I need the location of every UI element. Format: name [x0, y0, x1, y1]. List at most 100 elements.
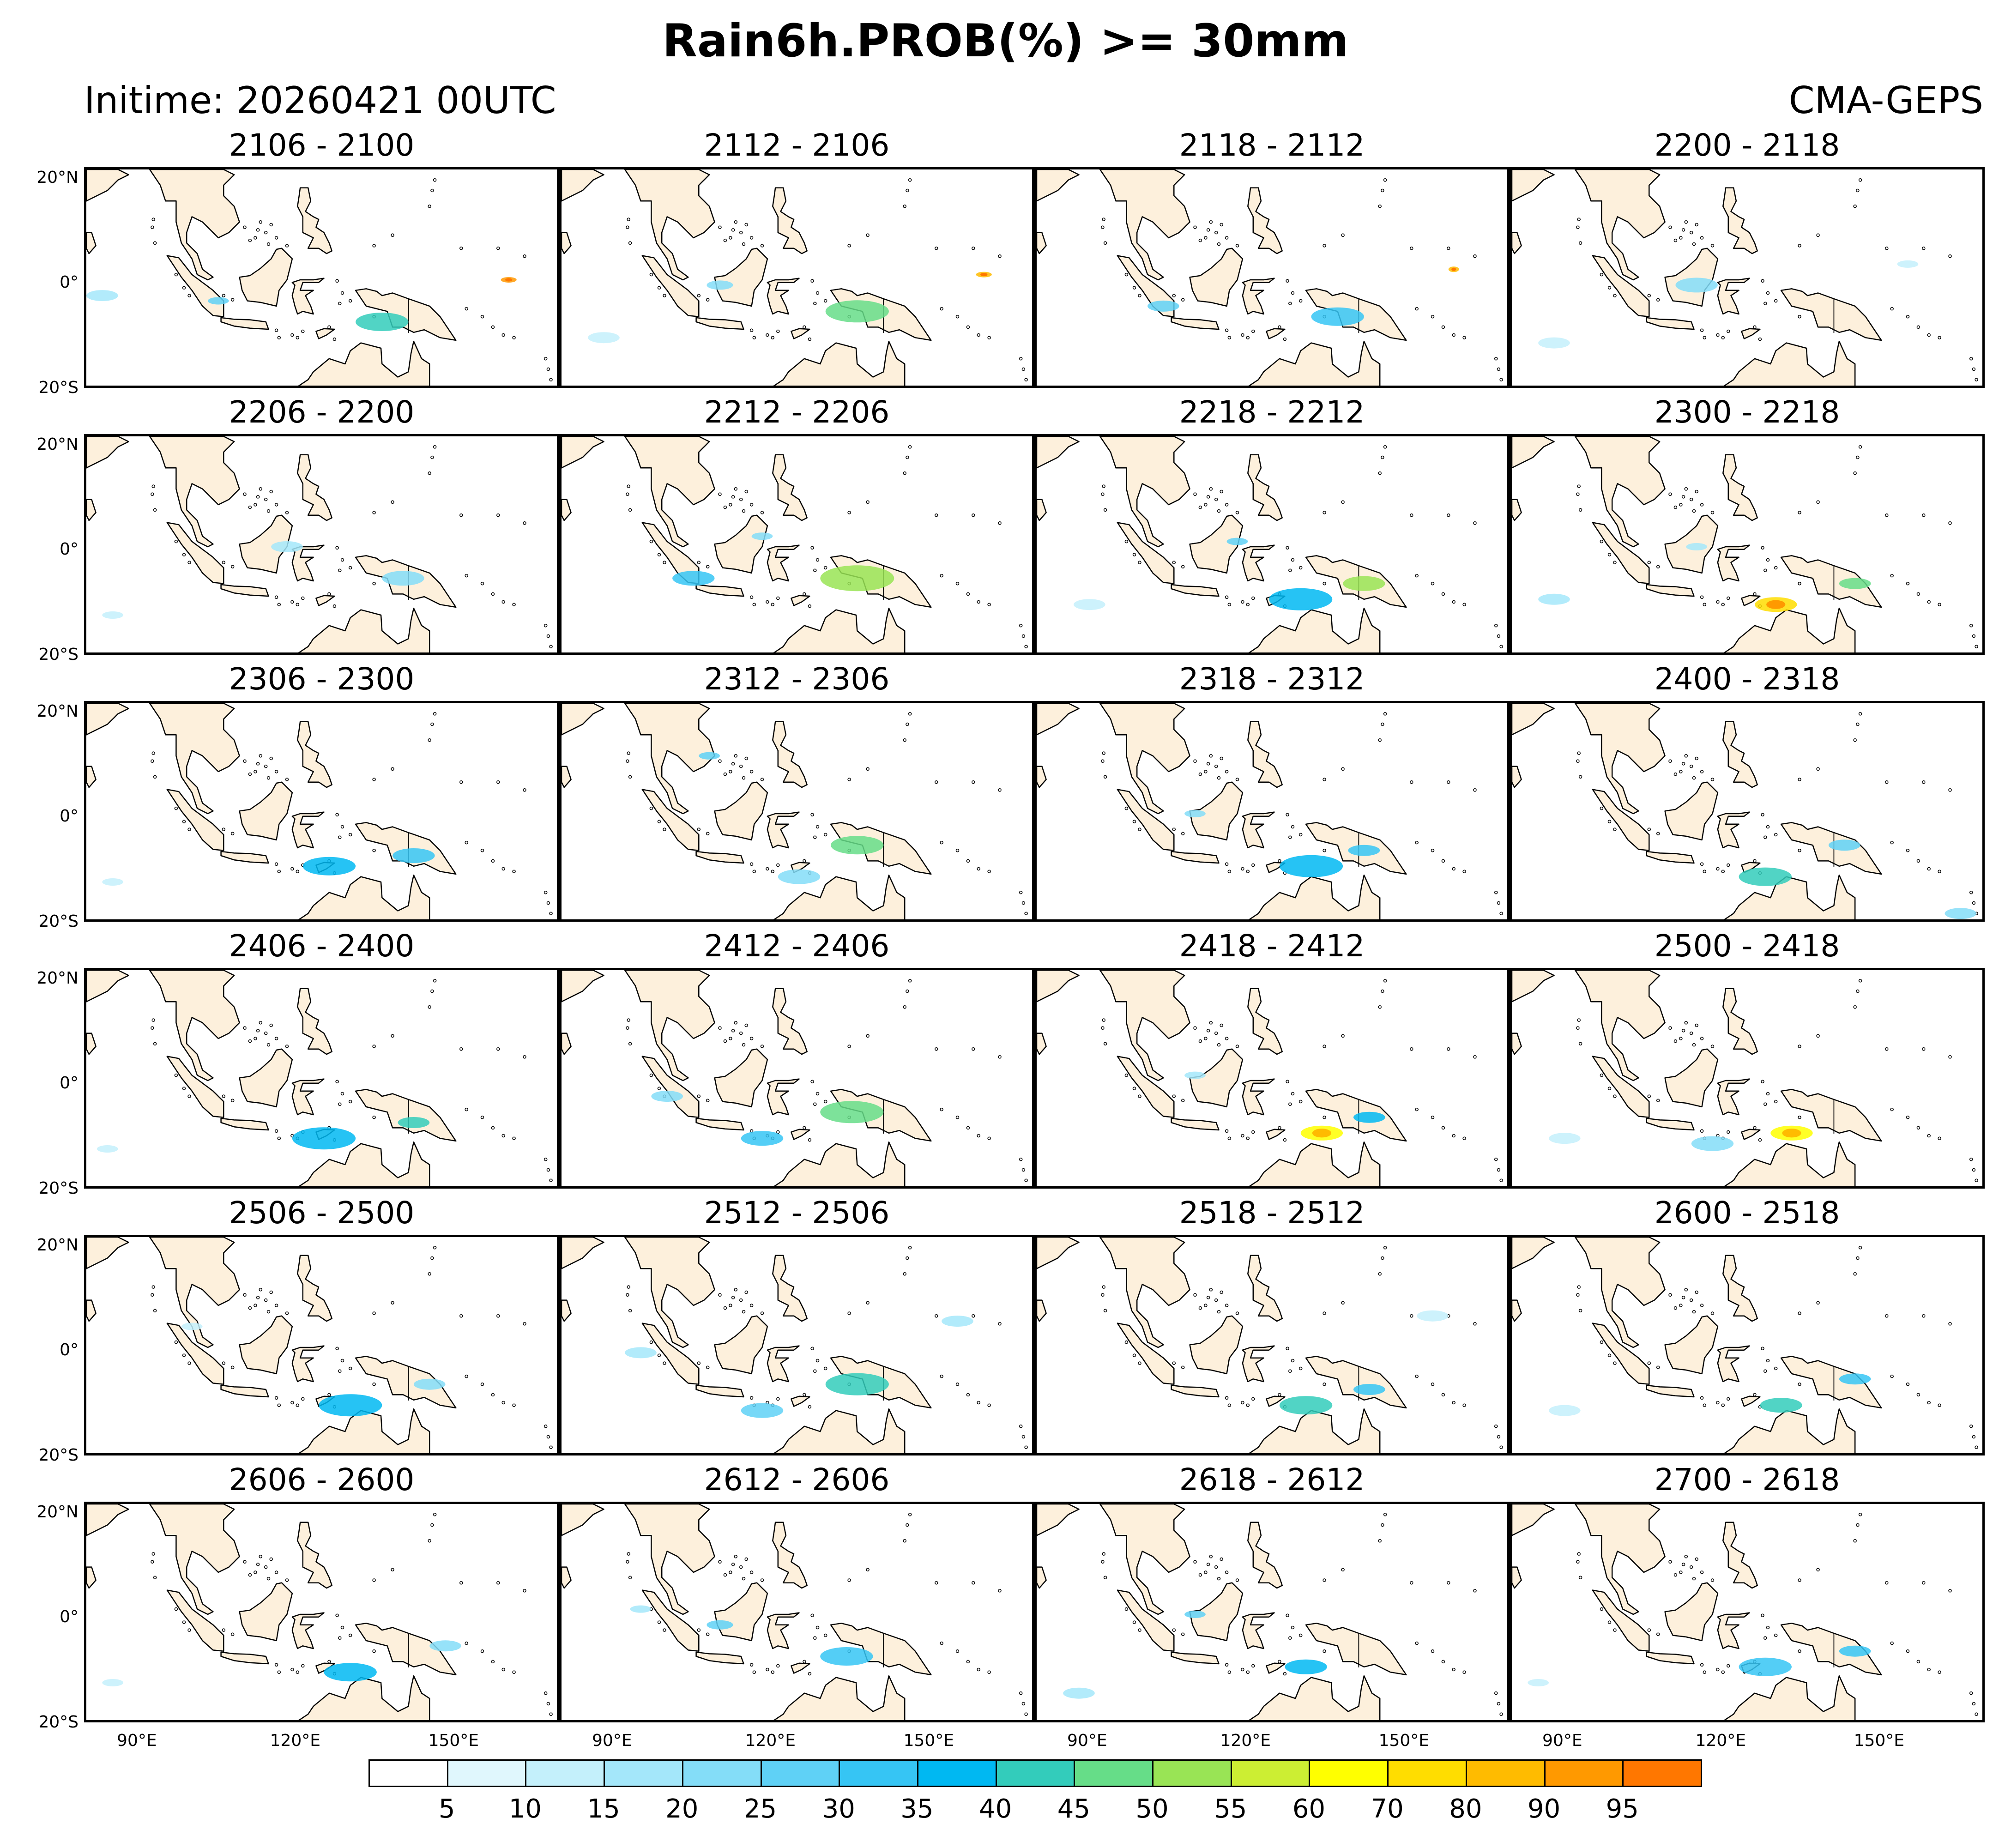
landmass [695, 1117, 744, 1131]
island [1753, 1126, 1757, 1130]
island [1323, 1578, 1326, 1582]
probability-area [588, 332, 620, 344]
island [465, 1374, 468, 1378]
island [1975, 645, 1978, 648]
island [1927, 867, 1931, 871]
colorbar-tick-label: 35 [900, 1794, 934, 1824]
island [1613, 1094, 1617, 1098]
island [1753, 592, 1757, 596]
island [269, 1023, 273, 1027]
landmass [1189, 1315, 1244, 1375]
longitude-label: 150°E [1854, 1731, 1905, 1750]
island [1138, 1361, 1141, 1365]
island [1235, 1045, 1239, 1048]
landmass [714, 781, 768, 841]
island [1656, 832, 1660, 835]
island [348, 1099, 352, 1104]
panel-title: 2506 - 2500 [229, 1195, 415, 1231]
probability-area [831, 836, 884, 855]
island [372, 1115, 376, 1119]
island [1441, 1393, 1445, 1397]
landmass [767, 1078, 800, 1116]
colorbar-swatch [1074, 1759, 1154, 1787]
landmass [1646, 1384, 1695, 1398]
island [1753, 859, 1757, 863]
panel-title: 2206 - 2200 [229, 394, 415, 430]
landmass [220, 1117, 269, 1131]
landmass [1646, 584, 1695, 597]
landmass [1512, 499, 1522, 521]
island [1452, 1401, 1455, 1405]
island [977, 1401, 980, 1405]
island [1885, 246, 1889, 250]
island [1853, 738, 1857, 742]
island [1600, 539, 1604, 544]
island [222, 1361, 226, 1365]
landmass [355, 1623, 457, 1676]
map-panel [559, 167, 1034, 388]
island [1774, 566, 1778, 570]
island [1251, 1397, 1255, 1401]
island [977, 333, 980, 337]
island [1415, 840, 1419, 845]
island [290, 1401, 294, 1405]
island [771, 336, 775, 339]
island [1497, 1702, 1501, 1706]
probability-area [1353, 1111, 1385, 1123]
island [1766, 291, 1770, 295]
island [1692, 1310, 1696, 1314]
island [657, 1353, 661, 1357]
island [1220, 1290, 1223, 1294]
island [1684, 754, 1688, 758]
island [998, 521, 1002, 525]
landmass [624, 169, 715, 281]
island [1700, 595, 1704, 599]
island [1969, 890, 1973, 894]
island [151, 1552, 155, 1556]
landmass [1099, 169, 1190, 281]
island [269, 1557, 273, 1561]
island [1225, 328, 1229, 332]
island [1721, 870, 1725, 873]
panel-title: 2600 - 2518 [1654, 1195, 1840, 1231]
island [1286, 279, 1289, 283]
island [1695, 756, 1698, 761]
longitude-label: 150°E [428, 1731, 479, 1750]
island [277, 1136, 281, 1140]
island [706, 1632, 710, 1636]
landmass [1512, 436, 1555, 469]
landmass [86, 1504, 129, 1536]
colorbar-tick-label: 90 [1527, 1794, 1561, 1824]
island [248, 1573, 252, 1577]
island [908, 979, 912, 983]
island [955, 1382, 960, 1386]
island [546, 1168, 550, 1172]
probability-core [980, 273, 988, 277]
island [1206, 1563, 1210, 1566]
island [1204, 770, 1208, 773]
landmass [1117, 789, 1175, 851]
island [1577, 751, 1581, 755]
island [1323, 244, 1326, 248]
panel-title: 2200 - 2118 [1654, 127, 1840, 163]
landmass [1189, 781, 1244, 841]
island [1600, 1340, 1604, 1344]
island [1181, 832, 1185, 835]
probability-area [86, 290, 118, 302]
island [290, 333, 294, 337]
island [739, 497, 743, 501]
island [430, 1256, 434, 1260]
island [391, 767, 394, 771]
island [1214, 230, 1218, 235]
landmass [562, 499, 572, 521]
island [1323, 1649, 1326, 1653]
island [866, 1034, 870, 1038]
island [815, 558, 820, 562]
island [348, 566, 352, 570]
island [274, 1663, 278, 1667]
landmass [1247, 988, 1283, 1055]
island [1494, 1691, 1498, 1695]
island [1922, 780, 1926, 784]
island [546, 1702, 550, 1706]
island [847, 1578, 851, 1582]
